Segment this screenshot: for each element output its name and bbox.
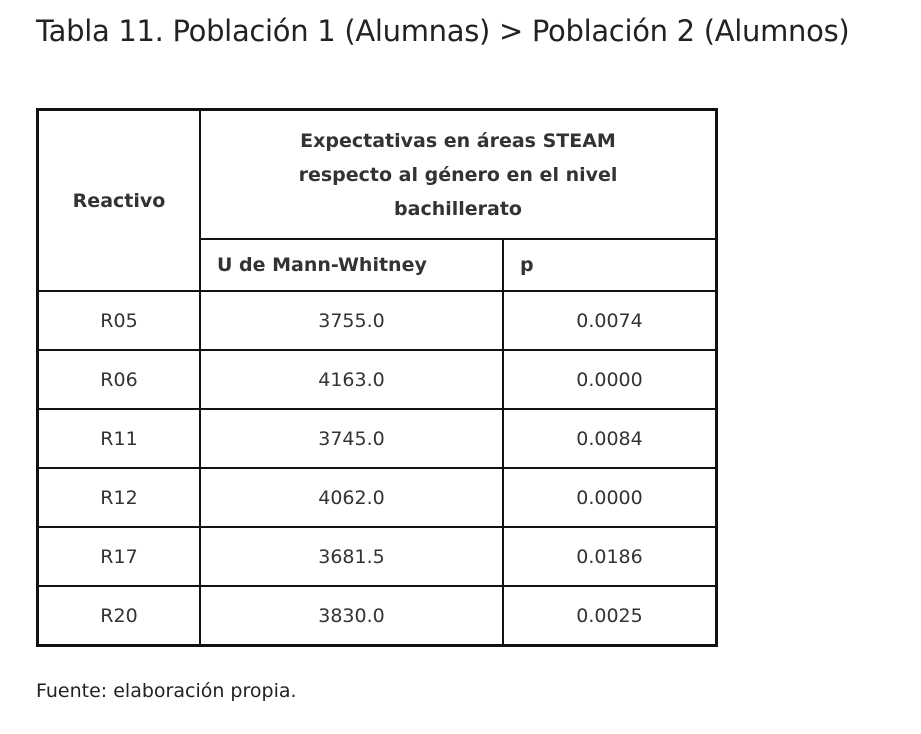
- table-row: R12 4062.0 0.0000: [36, 467, 718, 528]
- header-reactivo: Reactivo: [36, 108, 201, 292]
- cell-u: 4062.0: [199, 467, 504, 528]
- table-row: R17 3681.5 0.0186: [36, 526, 718, 587]
- cell-p: 0.0000: [502, 349, 718, 410]
- cell-u: 3830.0: [199, 585, 504, 647]
- table-title: Tabla 11. Población 1 (Alumnas) > Poblac…: [36, 14, 850, 48]
- table-row: R11 3745.0 0.0084: [36, 408, 718, 469]
- cell-p: 0.0000: [502, 467, 718, 528]
- cell-p: 0.0084: [502, 408, 718, 469]
- cell-u: 3745.0: [199, 408, 504, 469]
- header-group-text: Expectativas en áreas STEAM respecto al …: [298, 129, 618, 220]
- table-row: R05 3755.0 0.0074: [36, 290, 718, 351]
- header-group: Expectativas en áreas STEAM respecto al …: [199, 108, 718, 240]
- cell-reactivo: R20: [36, 585, 201, 647]
- table-row: R20 3830.0 0.0025: [36, 585, 718, 647]
- cell-reactivo: R05: [36, 290, 201, 351]
- cell-reactivo: R17: [36, 526, 201, 587]
- cell-u: 4163.0: [199, 349, 504, 410]
- cell-reactivo: R12: [36, 467, 201, 528]
- cell-p: 0.0074: [502, 290, 718, 351]
- source-note: Fuente: elaboración propia.: [36, 680, 297, 702]
- header-p: p: [502, 238, 718, 292]
- cell-u: 3681.5: [199, 526, 504, 587]
- results-table: Reactivo Expectativas en áreas STEAM res…: [36, 108, 718, 647]
- table-row: R06 4163.0 0.0000: [36, 349, 718, 410]
- cell-reactivo: R06: [36, 349, 201, 410]
- header-u: U de Mann-Whitney: [199, 238, 504, 292]
- cell-p: 0.0025: [502, 585, 718, 647]
- cell-p: 0.0186: [502, 526, 718, 587]
- cell-u: 3755.0: [199, 290, 504, 351]
- cell-reactivo: R11: [36, 408, 201, 469]
